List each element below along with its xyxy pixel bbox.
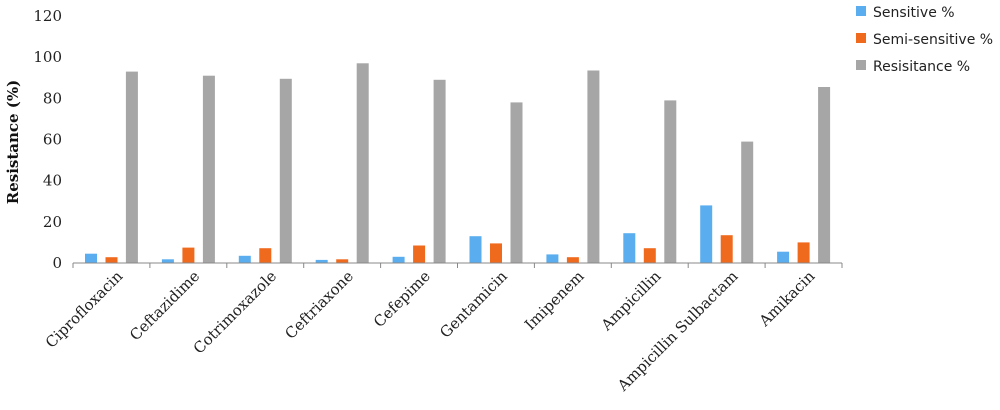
y-tick-label: 100	[33, 48, 62, 66]
bar-resisitance	[587, 70, 600, 263]
x-category-label: Ampicillin	[597, 267, 665, 335]
bar-resisitance	[510, 102, 523, 264]
y-tick-label: 40	[43, 172, 62, 190]
bar-sensitive	[85, 253, 97, 263]
x-category-label: Ceftriaxone	[281, 267, 357, 343]
y-axis-label: Resistance (%)	[4, 80, 22, 205]
bar-semi-sensitive	[566, 257, 579, 263]
legend-label: Semi-sensitive %	[873, 32, 993, 48]
bar-semi-sensitive	[259, 248, 272, 263]
legend: Sensitive % Semi-sensitive % Resisitance %	[856, 5, 993, 75]
bar-sensitive	[623, 233, 636, 263]
bar-sensitive	[238, 255, 251, 263]
bar-semi-sensitive	[413, 245, 426, 263]
x-category-label: Imipenem	[521, 267, 588, 334]
x-category-label: Amikacin	[755, 267, 819, 331]
bar-resisitance	[356, 63, 369, 263]
bar-sensitive	[777, 251, 790, 263]
bar-sensitive	[161, 259, 174, 263]
legend-label: Resisitance %	[873, 59, 970, 75]
bar-sensitive	[700, 205, 713, 263]
y-axis-ticks: 0 20 40 60 80 100 120	[33, 7, 62, 272]
bars	[85, 63, 831, 264]
x-category-label: Ceftazidime	[126, 267, 203, 344]
bar-resisitance	[664, 100, 677, 264]
y-tick-label: 60	[43, 131, 62, 149]
bar-sensitive	[469, 236, 482, 263]
bar-resisitance	[741, 141, 754, 263]
legend-label: Sensitive %	[873, 5, 955, 21]
bar-sensitive	[315, 259, 328, 263]
bar-semi-sensitive	[182, 247, 195, 263]
y-tick-label: 80	[43, 89, 62, 107]
bar-resisitance	[125, 71, 138, 263]
y-tick-label: 120	[33, 7, 62, 25]
bar-sensitive	[546, 254, 559, 263]
y-tick-label: 20	[43, 213, 62, 231]
bar-semi-sensitive	[720, 235, 733, 263]
bar-sensitive	[392, 256, 405, 263]
x-category-label: Cotrimoxazole	[190, 267, 280, 357]
legend-swatch	[856, 6, 866, 16]
bar-resisitance	[202, 75, 215, 263]
x-axis-ticks	[72, 263, 843, 268]
bar-resisitance	[818, 87, 831, 263]
bar-resisitance	[433, 79, 446, 263]
bar-semi-sensitive	[797, 242, 810, 263]
bar-semi-sensitive	[105, 257, 118, 263]
x-category-label: Ciprofloxacin	[42, 267, 127, 352]
bar-semi-sensitive	[336, 259, 349, 263]
bar-semi-sensitive	[643, 248, 656, 263]
legend-swatch	[856, 33, 866, 43]
bar-resisitance	[279, 78, 292, 263]
bar-semi-sensitive	[490, 243, 502, 263]
legend-swatch	[856, 60, 866, 70]
y-tick-label: 0	[52, 254, 62, 272]
x-category-label: Cefepime	[370, 267, 434, 331]
x-category-label: Gentamicin	[436, 267, 511, 342]
